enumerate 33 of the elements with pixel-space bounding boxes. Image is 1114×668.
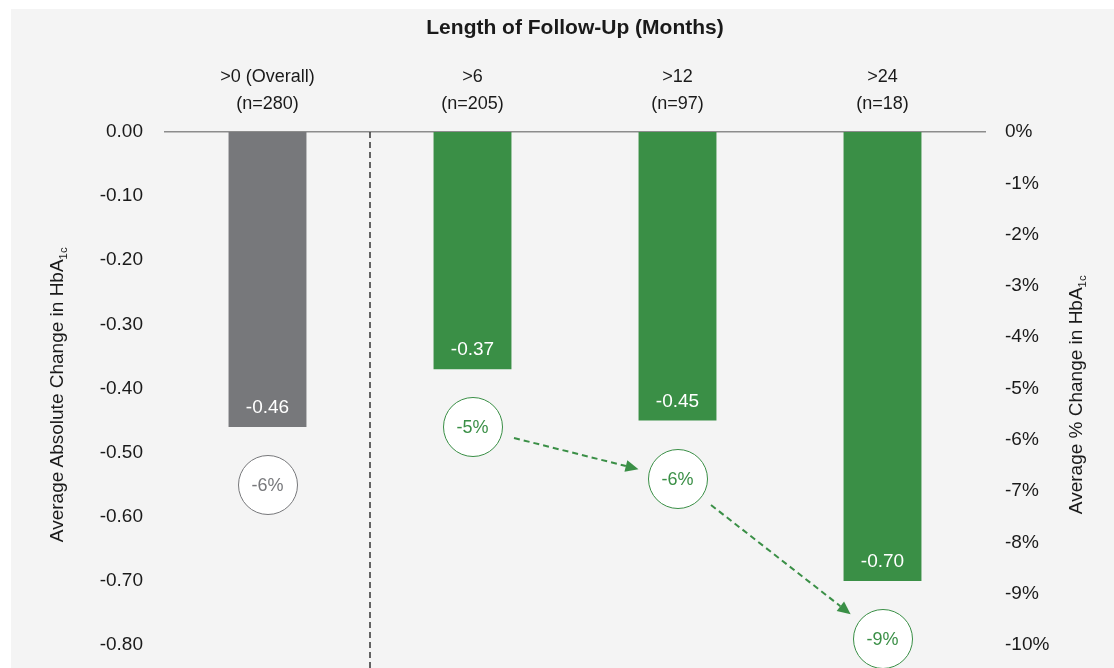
y-tick-label: -0.80	[99, 633, 143, 655]
y-tick-label: -0.40	[99, 376, 143, 398]
x-tick-label: >0 (Overall) (n=280)	[220, 66, 315, 114]
y2-tick-label: -10%	[1005, 633, 1050, 655]
data-label: -0.45	[655, 389, 700, 411]
y2-tick-label: 0%	[1005, 120, 1033, 142]
data-label: -0.46	[245, 396, 290, 418]
y2-tick-label: -6%	[1005, 428, 1039, 450]
data-label: -0.70	[860, 550, 905, 572]
y2-tick-label: -8%	[1005, 530, 1039, 552]
y2-tick-label: -5%	[1005, 376, 1039, 398]
annotation: -6%	[661, 468, 694, 489]
x-tick-label: >6 (n=205)	[441, 66, 504, 114]
x-axis-title: Length of Follow-Up (Months)	[426, 15, 724, 39]
y-tick-label: 0.00	[106, 120, 143, 142]
y2-tick-label: -1%	[1005, 171, 1039, 193]
annotation: -5%	[456, 417, 489, 438]
y-tick-label: -0.30	[99, 312, 143, 334]
data-label: -0.37	[450, 338, 495, 360]
y2-tick-label: -3%	[1005, 274, 1039, 296]
y2-tick-label: -9%	[1005, 581, 1039, 603]
annotation: -9%	[866, 628, 899, 649]
y2-tick-label: -2%	[1005, 222, 1039, 244]
y-tick-label: -0.70	[99, 569, 143, 591]
y-tick-label: -0.10	[99, 184, 143, 206]
x-tick-label: >24 (n=18)	[856, 66, 909, 114]
y2-tick-label: -7%	[1005, 479, 1039, 501]
y-tick-label: -0.50	[99, 440, 143, 462]
annotation: -6%	[251, 474, 284, 495]
y-tick-label: -0.20	[99, 248, 143, 270]
y-tick-label: -0.60	[99, 504, 143, 526]
y2-tick-label: -4%	[1005, 325, 1039, 347]
x-tick-label: >12 (n=97)	[651, 66, 704, 114]
